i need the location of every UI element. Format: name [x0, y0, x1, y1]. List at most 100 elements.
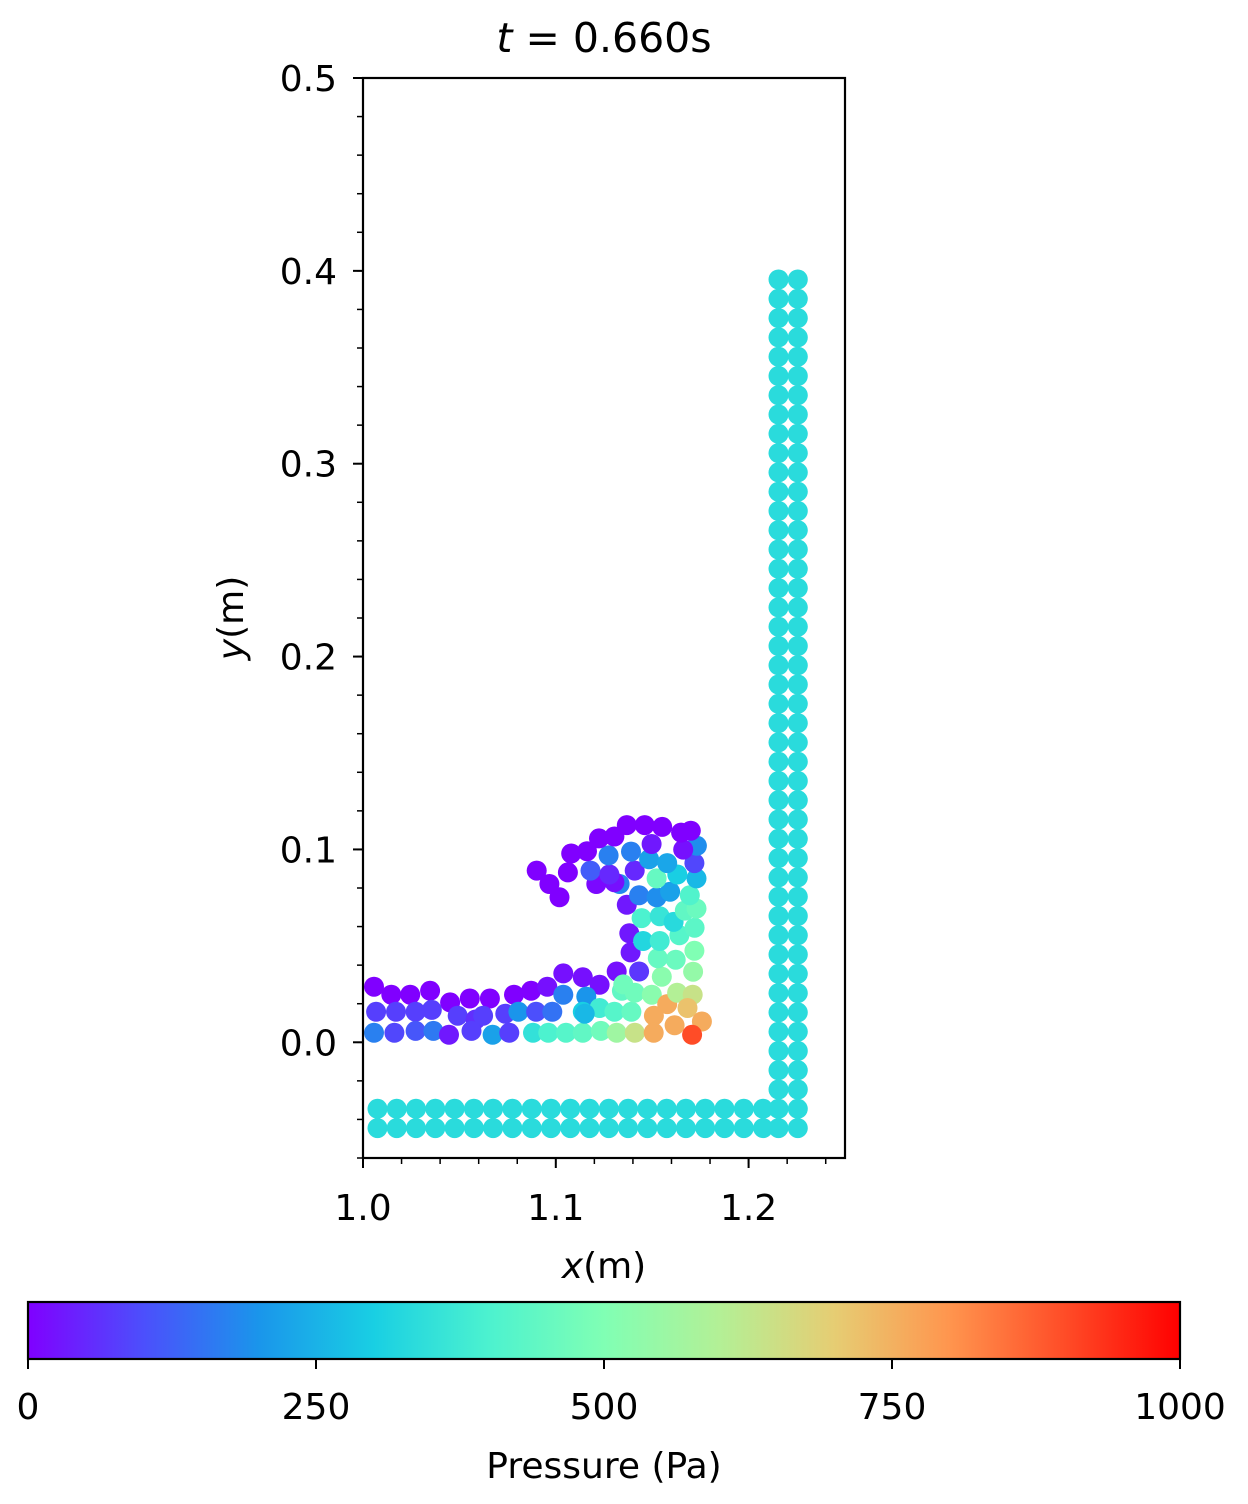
fluid-particle: [657, 853, 678, 874]
boundary-particle: [768, 1079, 789, 1100]
fluid-particle: [598, 845, 619, 866]
boundary-particle: [618, 1118, 639, 1139]
boundary-particle: [768, 693, 789, 714]
fluid-particle: [553, 963, 574, 984]
fluid-particle: [384, 1022, 405, 1043]
fluid-particle: [613, 974, 634, 995]
boundary-particle: [618, 1098, 639, 1119]
boundary-particle: [733, 1098, 754, 1119]
y-tick-label: 0.0: [280, 1023, 337, 1064]
fluid-particle: [537, 976, 558, 997]
boundary-particle: [768, 1098, 789, 1119]
boundary-particle: [768, 751, 789, 772]
fluid-particle: [577, 841, 597, 862]
boundary-particle: [768, 404, 789, 425]
boundary-particle: [768, 558, 789, 579]
x-tick-label: 1.1: [527, 1188, 584, 1229]
fluid-particle: [400, 984, 421, 1005]
fluid-particle: [526, 860, 547, 881]
title-rest: = 0.660s: [512, 14, 711, 62]
colorbar: 0 250 500 750 1000 Pressure (Pa): [17, 1300, 1226, 1487]
boundary-particle: [425, 1118, 446, 1139]
fluid-particle: [643, 1005, 664, 1026]
fluid-particle: [667, 982, 688, 1003]
boundary-particle: [733, 1118, 754, 1139]
fluid-particle: [364, 1022, 384, 1043]
boundary-particle: [787, 1002, 808, 1023]
fluid-particle: [684, 917, 705, 938]
boundary-particle: [463, 1098, 484, 1119]
fluid-particle: [643, 1022, 664, 1043]
fluid-particle: [621, 1001, 642, 1022]
boundary-particle: [560, 1098, 581, 1119]
fluid-particle: [572, 967, 593, 988]
y-tick-label: 0.4: [280, 252, 337, 293]
boundary-particle: [768, 1021, 789, 1042]
boundary-particle: [367, 1098, 388, 1119]
fluid-particle: [651, 966, 672, 987]
colorbar-tick-label: 500: [570, 1387, 639, 1428]
boundary-particle: [695, 1098, 716, 1119]
boundary-particle: [787, 308, 808, 329]
y-tick-label: 0.5: [280, 59, 337, 100]
fluid-particle: [649, 931, 670, 951]
boundary-particle: [386, 1118, 407, 1139]
boundary-particle: [579, 1118, 600, 1139]
boundary-particle: [768, 1060, 789, 1081]
boundary-particle: [768, 848, 789, 869]
boundary-particle: [768, 1002, 789, 1023]
boundary-particle: [637, 1118, 658, 1139]
y-axis-label-italic: y: [211, 638, 252, 661]
boundary-particle: [768, 616, 789, 637]
fluid-particle: [576, 986, 597, 1007]
fluid-particle: [521, 980, 542, 1001]
colorbar-ticks: 0 250 500 750 1000: [17, 1359, 1226, 1428]
fluid-particle: [664, 1015, 685, 1036]
boundary-particle: [367, 1118, 388, 1139]
boundary-particle: [787, 385, 808, 406]
fluid-particle: [526, 1001, 547, 1022]
boundary-particle: [768, 481, 789, 502]
boundary-particle: [483, 1118, 504, 1139]
boundary-particle: [768, 1041, 789, 1061]
boundary-particle: [463, 1118, 484, 1139]
fluid-particle: [646, 868, 667, 889]
boundary-particle: [502, 1098, 523, 1119]
boundary-particle: [768, 983, 789, 1004]
boundary-particle: [787, 366, 808, 386]
boundary-particle: [425, 1098, 446, 1119]
boundary-particle: [521, 1118, 542, 1139]
boundary-particle: [787, 520, 808, 541]
title-italic-symbol: t: [496, 14, 514, 62]
colorbar-label: Pressure (Pa): [486, 1446, 721, 1487]
fluid-particle: [381, 984, 402, 1005]
boundary-particle: [768, 308, 789, 329]
boundary-particle: [768, 944, 789, 965]
fluid-particle: [604, 1001, 625, 1022]
boundary-particle: [768, 867, 789, 888]
fluid-particle: [599, 864, 620, 885]
colorbar-tick-label: 0: [17, 1387, 40, 1428]
boundary-particle: [768, 269, 789, 290]
fluid-particle: [673, 839, 694, 860]
fluid-particle: [641, 984, 662, 1005]
boundary-particle: [768, 713, 789, 734]
boundary-particle: [787, 751, 808, 772]
axis-ticks: 1.0 1.1 1.2 0.0 0.1 0.2 0.3 0.4 0.5: [280, 59, 827, 1229]
boundary-particle: [768, 828, 789, 849]
boundary-particle: [579, 1098, 600, 1119]
fluid-particle: [616, 815, 637, 836]
boundary-particle: [675, 1118, 696, 1139]
boundary-particle: [768, 520, 789, 541]
boundary-particle: [768, 327, 789, 348]
colorbar-gradient: [28, 1302, 1180, 1359]
fluid-particle: [682, 1024, 703, 1045]
fluid-particle: [684, 940, 705, 961]
boundary-particle: [444, 1098, 465, 1119]
boundary-particle: [656, 1098, 677, 1119]
fluid-particle: [647, 948, 668, 969]
boundary-particle: [787, 732, 808, 753]
boundary-particle: [768, 462, 789, 483]
fluid-particle: [364, 976, 384, 997]
boundary-particle: [768, 423, 789, 444]
